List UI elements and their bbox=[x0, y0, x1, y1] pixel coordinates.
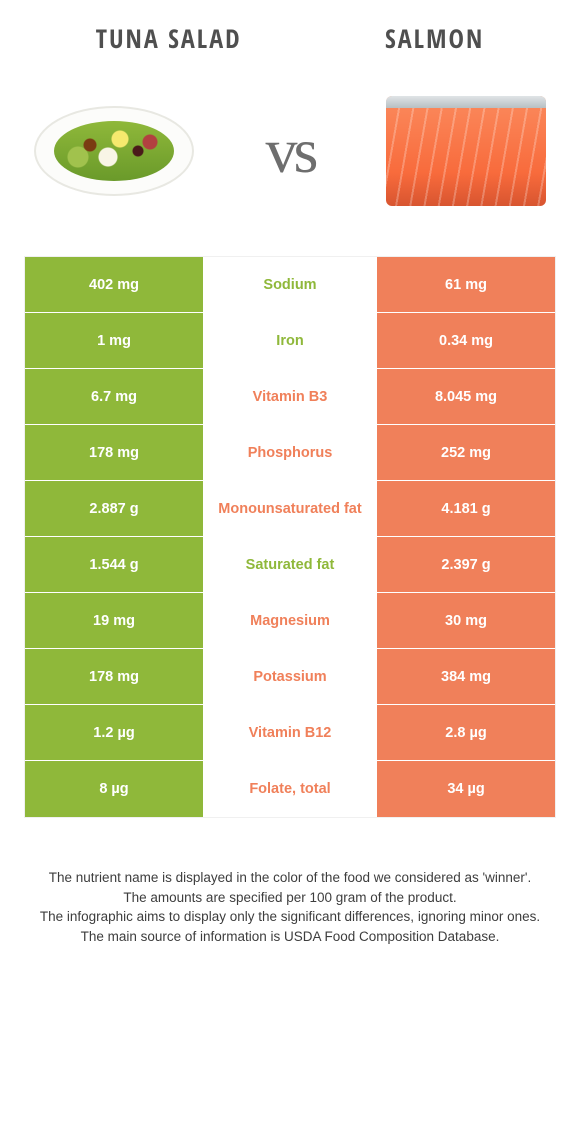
left-food-title: Tuna salad bbox=[96, 20, 242, 56]
left-value: 6.7 mg bbox=[25, 369, 203, 424]
table-row: 178 mgPotassium384 mg bbox=[25, 649, 555, 705]
right-value: 2.397 g bbox=[377, 537, 555, 592]
table-row: 1.544 gSaturated fat2.397 g bbox=[25, 537, 555, 593]
nutrient-label: Iron bbox=[203, 313, 377, 368]
table-row: 8 µgFolate, total34 µg bbox=[25, 761, 555, 817]
left-value: 178 mg bbox=[25, 649, 203, 704]
table-row: 19 mgMagnesium30 mg bbox=[25, 593, 555, 649]
right-value: 30 mg bbox=[377, 593, 555, 648]
footnote-line: The infographic aims to display only the… bbox=[34, 907, 546, 927]
left-value: 19 mg bbox=[25, 593, 203, 648]
salmon-icon bbox=[386, 96, 546, 206]
right-value: 34 µg bbox=[377, 761, 555, 817]
footnote-line: The main source of information is USDA F… bbox=[34, 927, 546, 947]
footnotes: The nutrient name is displayed in the co… bbox=[24, 868, 556, 946]
right-value: 61 mg bbox=[377, 257, 555, 312]
right-food-title: Salmon bbox=[385, 20, 484, 56]
table-row: 402 mgSodium61 mg bbox=[25, 257, 555, 313]
table-row: 178 mgPhosphorus252 mg bbox=[25, 425, 555, 481]
footnote-line: The amounts are specified per 100 gram o… bbox=[34, 888, 546, 908]
nutrient-label: Monounsaturated fat bbox=[203, 481, 377, 536]
plate-icon bbox=[34, 106, 194, 196]
nutrient-label: Magnesium bbox=[203, 593, 377, 648]
right-value: 2.8 µg bbox=[377, 705, 555, 760]
left-value: 1 mg bbox=[25, 313, 203, 368]
nutrient-label: Vitamin B3 bbox=[203, 369, 377, 424]
nutrient-label: Saturated fat bbox=[203, 537, 377, 592]
table-row: 2.887 gMonounsaturated fat4.181 g bbox=[25, 481, 555, 537]
table-row: 6.7 mgVitamin B38.045 mg bbox=[25, 369, 555, 425]
vs-label: vs bbox=[266, 114, 315, 188]
nutrient-label: Vitamin B12 bbox=[203, 705, 377, 760]
nutrient-label: Potassium bbox=[203, 649, 377, 704]
left-food-image bbox=[24, 86, 204, 216]
table-row: 1 mgIron0.34 mg bbox=[25, 313, 555, 369]
right-value: 0.34 mg bbox=[377, 313, 555, 368]
right-value: 8.045 mg bbox=[377, 369, 555, 424]
left-value: 8 µg bbox=[25, 761, 203, 817]
right-value: 252 mg bbox=[377, 425, 555, 480]
title-row: Tuna salad Salmon bbox=[24, 20, 556, 56]
right-food-image bbox=[376, 86, 556, 216]
left-value: 402 mg bbox=[25, 257, 203, 312]
nutrient-label: Sodium bbox=[203, 257, 377, 312]
table-row: 1.2 µgVitamin B122.8 µg bbox=[25, 705, 555, 761]
nutrient-label: Folate, total bbox=[203, 761, 377, 817]
left-value: 178 mg bbox=[25, 425, 203, 480]
right-value: 4.181 g bbox=[377, 481, 555, 536]
nutrient-table: 402 mgSodium61 mg1 mgIron0.34 mg6.7 mgVi… bbox=[24, 256, 556, 818]
nutrient-label: Phosphorus bbox=[203, 425, 377, 480]
tuna-salad-icon bbox=[54, 121, 174, 181]
right-value: 384 mg bbox=[377, 649, 555, 704]
left-value: 2.887 g bbox=[25, 481, 203, 536]
left-value: 1.544 g bbox=[25, 537, 203, 592]
versus-row: vs bbox=[24, 86, 556, 216]
footnote-line: The nutrient name is displayed in the co… bbox=[34, 868, 546, 888]
left-value: 1.2 µg bbox=[25, 705, 203, 760]
